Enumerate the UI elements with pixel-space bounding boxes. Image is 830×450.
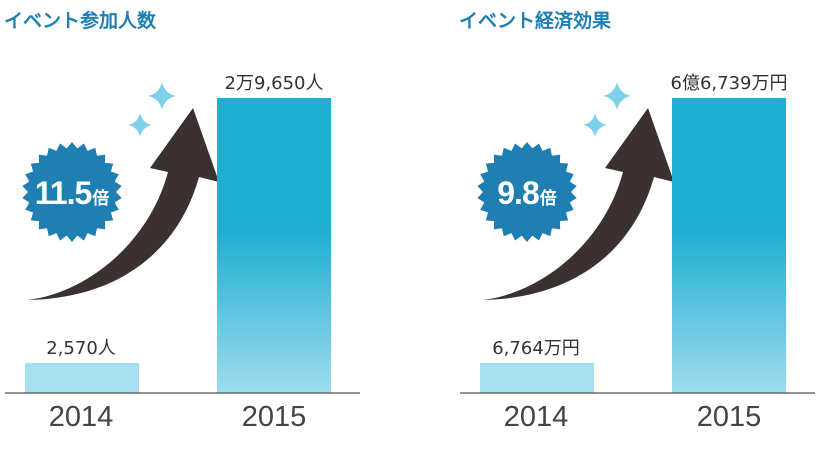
starburst-badge: 9.8倍 xyxy=(477,142,577,242)
growth-arrow-icon xyxy=(483,108,674,300)
x-tick-label: 2015 xyxy=(697,401,762,433)
bar-2014 xyxy=(25,363,139,393)
chart-panel-economic-effect: イベント経済効果 6,764万円 6億6,739万円 2014 2015 9.8倍 xyxy=(455,0,830,450)
x-tick-label: 2014 xyxy=(49,401,114,433)
bar-value-label: 2,570人 xyxy=(46,338,116,359)
bar-chart: 6,764万円 6億6,739万円 2014 2015 9.8倍 xyxy=(460,73,815,433)
sparkle-icon xyxy=(128,82,176,137)
multiplier-badge-text: 11.5倍 xyxy=(35,175,110,211)
bar-2014 xyxy=(480,363,594,393)
x-tick-label: 2014 xyxy=(504,401,569,433)
badge-suffix: 倍 xyxy=(92,188,109,209)
bar-value-label: 2万9,650人 xyxy=(225,73,324,94)
chart-panel-participants: イベント参加人数 2,570人 2万9,650人 2014 2015 11.5倍 xyxy=(0,0,380,450)
starburst-badge: 11.5倍 xyxy=(22,142,122,242)
chart-title: イベント参加人数 xyxy=(4,10,157,32)
chart-title: イベント経済効果 xyxy=(459,10,612,32)
bar-value-label: 6億6,739万円 xyxy=(671,73,788,94)
sparkle-icon xyxy=(583,82,631,137)
bar-value-label: 6,764万円 xyxy=(492,338,580,359)
badge-value: 11.5 xyxy=(35,175,92,211)
badge-suffix: 倍 xyxy=(540,188,557,209)
bar-2015 xyxy=(217,98,331,393)
bar-2015 xyxy=(672,98,786,393)
badge-value: 9.8 xyxy=(497,175,539,211)
multiplier-badge-text: 9.8倍 xyxy=(497,175,556,211)
x-tick-label: 2015 xyxy=(242,401,307,433)
growth-arrow-icon xyxy=(28,108,219,300)
bar-chart: 2,570人 2万9,650人 2014 2015 11.5倍 xyxy=(5,73,360,433)
